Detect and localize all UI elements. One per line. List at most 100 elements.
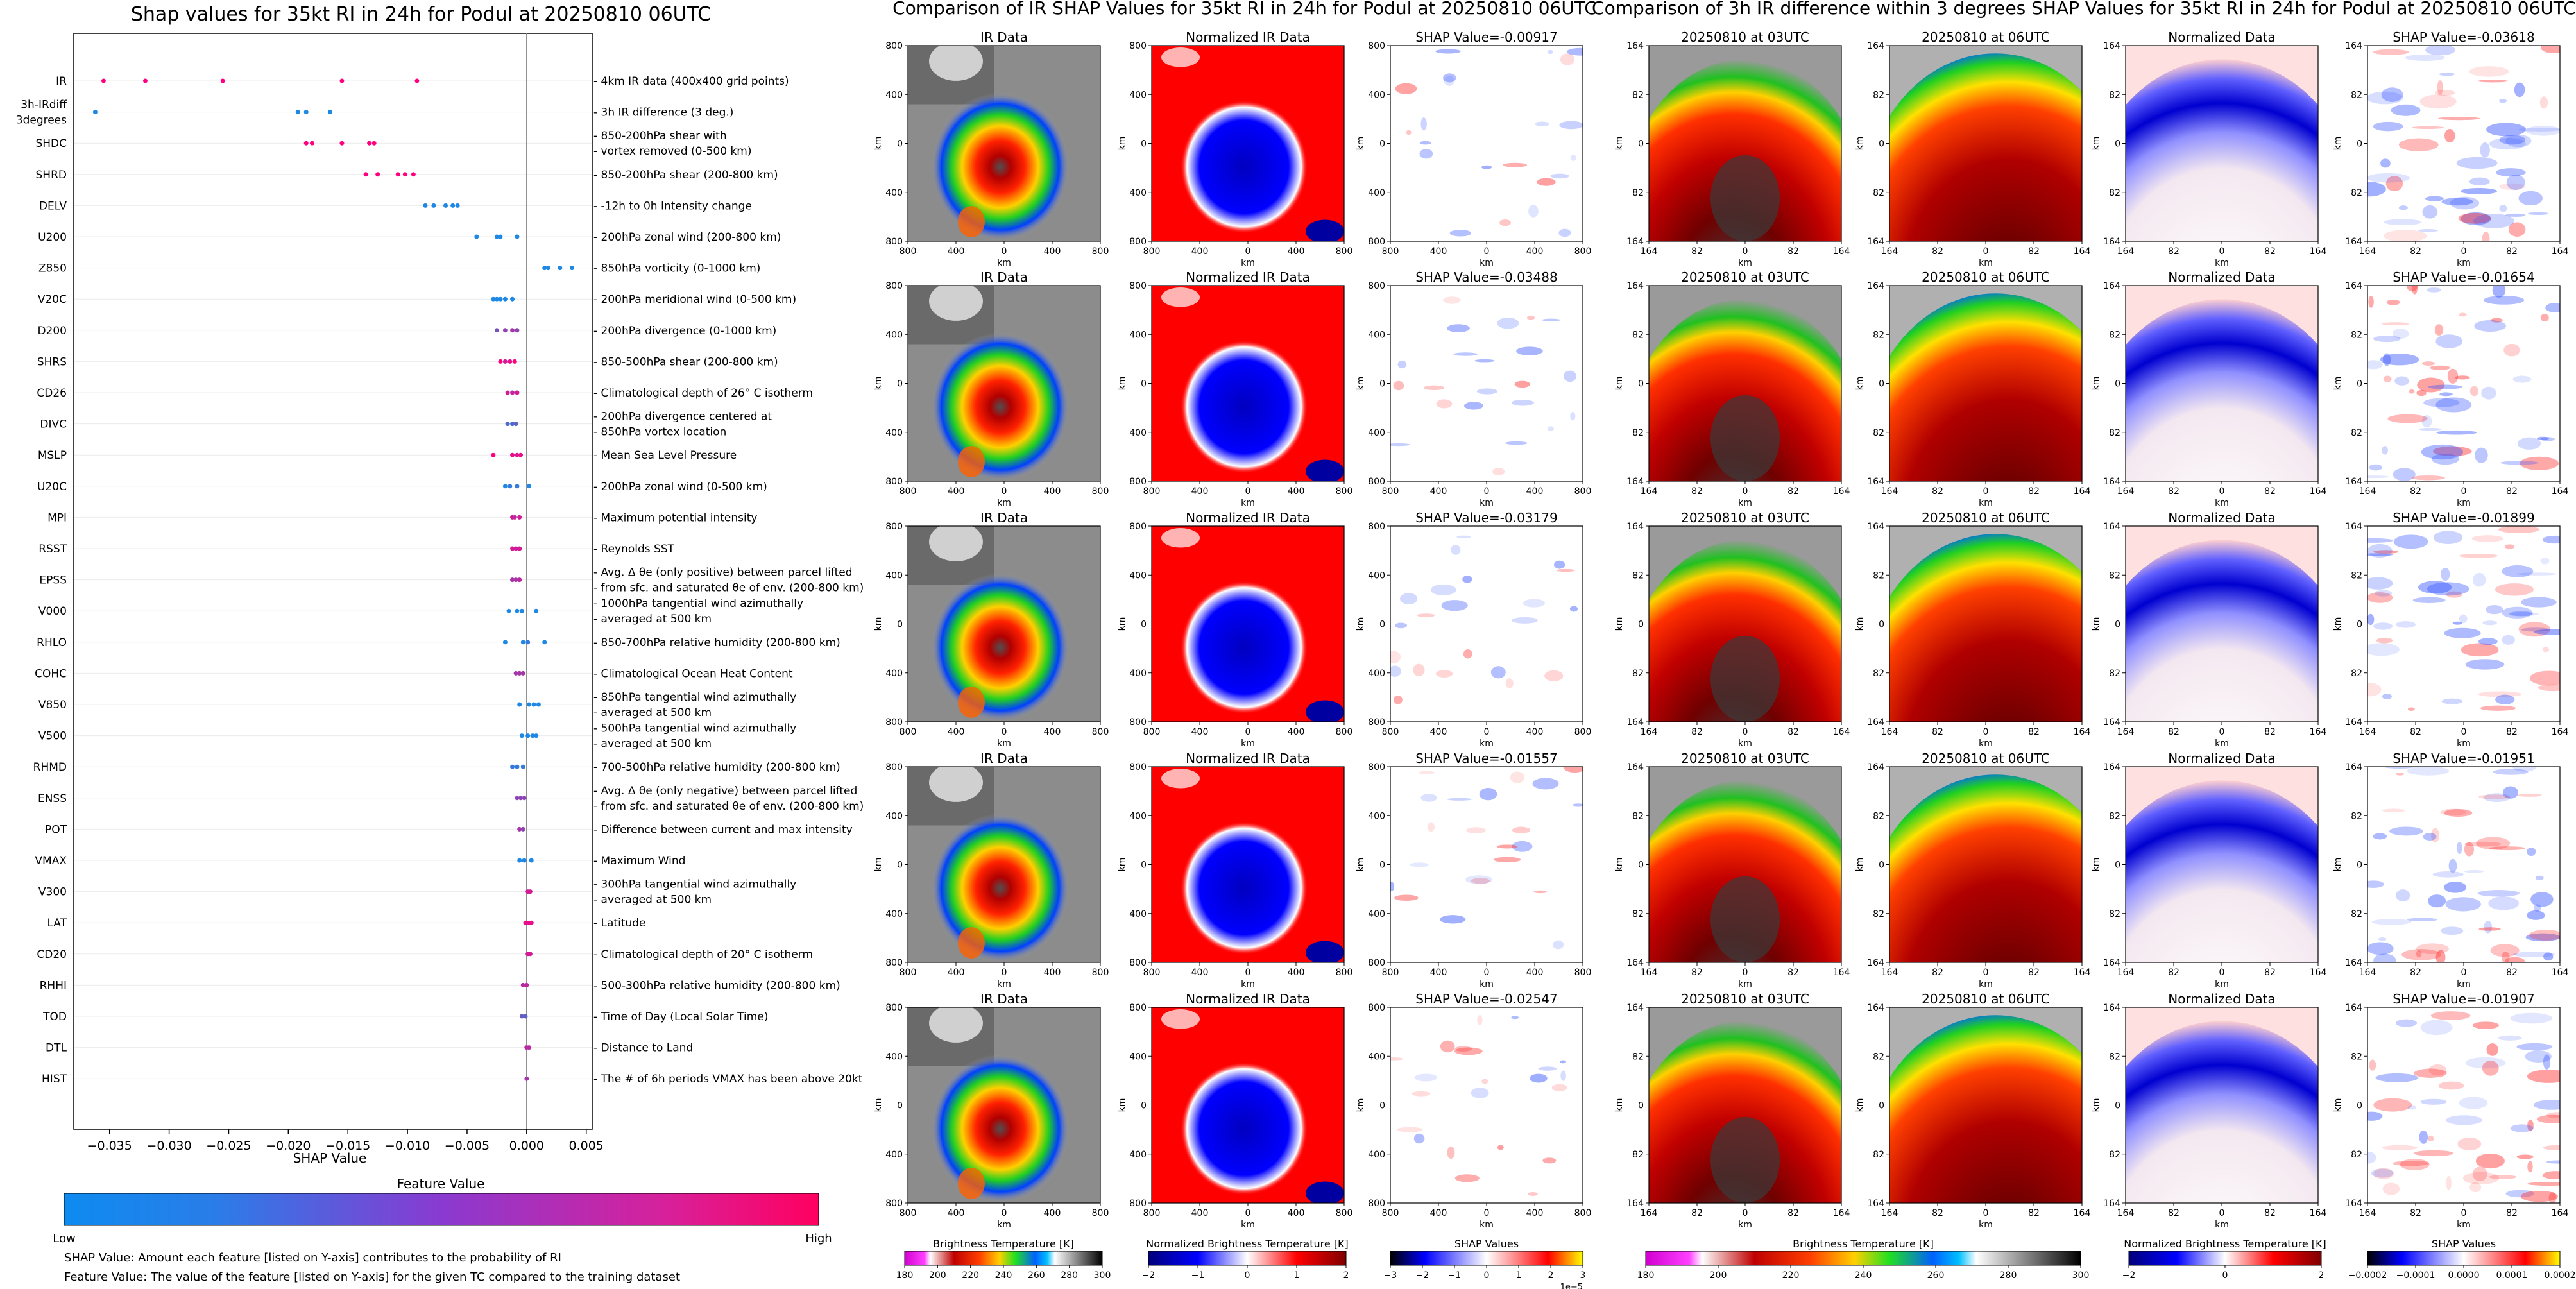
x-tick-label: 0.000 xyxy=(509,1139,544,1153)
panel-y-tick-label: 0 xyxy=(1141,1101,1147,1111)
panel-y-tick-label: 164 xyxy=(1867,1199,1884,1209)
shap-point xyxy=(101,78,106,83)
colorbar-label: SHAP Values xyxy=(2432,1238,2496,1250)
panel-y-tick-label: 164 xyxy=(2345,717,2362,728)
feature-description-line: - 500-300hPa relative humidity (200-800 … xyxy=(593,979,840,992)
shap-point xyxy=(536,702,541,707)
shap-point xyxy=(515,328,520,333)
panel-x-label: km xyxy=(1241,1220,1255,1230)
panel-y-tick-label: 164 xyxy=(2345,281,2362,291)
panel-x-tick-label: 82 xyxy=(1787,1208,1799,1218)
feature-label-line: DELV xyxy=(39,200,67,212)
colorbar xyxy=(1645,1251,2081,1266)
shap-point xyxy=(534,608,539,613)
panel-x-tick-label: 0 xyxy=(1983,1208,1989,1218)
panel-x-tick-label: 0 xyxy=(2461,246,2467,257)
panel-x-tick-label: 82 xyxy=(2410,1208,2421,1218)
panel-x-tick-label: 0 xyxy=(2219,1208,2225,1218)
ir-image xyxy=(908,767,1100,962)
panel-y-label: km xyxy=(2333,377,2343,391)
panel-x-tick-label: 82 xyxy=(2264,727,2276,737)
shap-point xyxy=(527,702,532,707)
panel-x-tick-label: 164 xyxy=(2552,246,2569,257)
panel-y-tick-label: 82 xyxy=(1632,330,1644,340)
panel-y-tick-label: 800 xyxy=(885,281,903,291)
panel-y-tick-label: 82 xyxy=(1873,188,1884,198)
feature-label: 3h-IRdiff 3degrees xyxy=(16,99,68,127)
shap-point xyxy=(524,982,529,987)
feature-description-line: - 850hPa vortex location xyxy=(593,426,726,439)
shap-point xyxy=(423,203,428,208)
panel-x-tick-label: 164 xyxy=(1881,727,1898,737)
panel-x-tick-label: 0 xyxy=(1002,968,1007,978)
panel-y-tick-label: 0 xyxy=(1879,860,1884,871)
panel-y-tick-label: 400 xyxy=(885,669,903,679)
panel-y-tick-label: 400 xyxy=(885,1150,903,1160)
shap-point xyxy=(502,328,508,333)
feature-label-line: VMAX xyxy=(35,855,67,867)
panel-y-tick-label: 400 xyxy=(1368,428,1385,438)
panel-y-tick-label: 82 xyxy=(1632,570,1644,581)
panel-x-tick-label: 82 xyxy=(2506,486,2518,497)
feature-description: - 300hPa tangential wind azimuthally - av… xyxy=(593,878,796,907)
panel-title: SHAP Value=-0.01951 xyxy=(2393,751,2534,766)
feature-label-line: CD20 xyxy=(37,948,67,961)
panel-x-tick-label: 0 xyxy=(2461,968,2467,978)
panel-y-tick-label: 400 xyxy=(1368,188,1385,198)
panel-x-tick-label: 800 xyxy=(1143,1208,1161,1218)
shap-point xyxy=(512,359,517,364)
panel-x-tick-label: 800 xyxy=(1336,246,1353,257)
shap-point xyxy=(295,110,300,115)
panel-title: SHAP Value=-0.03618 xyxy=(2393,30,2534,45)
shap-point xyxy=(517,826,522,832)
panel-x-tick-label: 400 xyxy=(1288,246,1305,257)
panel-y-tick-label: 800 xyxy=(1129,41,1147,51)
panel-x-tick-label: 164 xyxy=(1833,1208,1850,1218)
feature-label-line: RHLO xyxy=(37,636,67,649)
panel-x-tick-label: 82 xyxy=(1691,246,1703,257)
panel-x-tick-label: 82 xyxy=(2168,727,2179,737)
panel-x-tick-label: 400 xyxy=(1044,486,1061,497)
panel-x-tick-label: 164 xyxy=(2074,968,2091,978)
panel-x-label: km xyxy=(1241,979,1255,989)
panel-x-tick-label: 800 xyxy=(1574,246,1592,257)
shap-point xyxy=(450,203,456,208)
x-tick-label: −0.030 xyxy=(146,1139,191,1153)
panel-y-tick-label: 800 xyxy=(1129,762,1147,773)
normalized-ir-image xyxy=(1152,286,1344,481)
panel-y-tick-label: 0 xyxy=(2115,620,2120,630)
panel-y-tick-label: 800 xyxy=(1368,1003,1385,1013)
panel-x-label: km xyxy=(1979,1220,1993,1230)
feature-label: LAT xyxy=(47,917,67,930)
shap-points xyxy=(92,78,574,1081)
panel-y-tick-label: 82 xyxy=(2351,90,2362,100)
panel-x-label: km xyxy=(997,979,1011,989)
shap-point xyxy=(513,422,518,427)
panel-x-tick-label: 82 xyxy=(2264,1208,2276,1218)
feature-description: - 850-700hPa relative humidity (200-800 … xyxy=(593,636,840,649)
panel-y-tick-label: 164 xyxy=(2345,958,2362,968)
feature-label-line: DTL xyxy=(46,1042,67,1055)
colorbar-tick-label: 0.0000 xyxy=(2448,1270,2480,1281)
shap-point xyxy=(515,484,520,489)
feature-description-line: - 200hPa zonal wind (0-500 km) xyxy=(593,481,767,493)
panel-y-label: km xyxy=(873,617,883,631)
panel-y-label: km xyxy=(1614,617,1625,631)
colorbar-tick-label: 240 xyxy=(1855,1270,1872,1281)
feature-label: U20C xyxy=(37,481,67,493)
shap-point xyxy=(414,78,420,83)
panel-y-tick-label: 800 xyxy=(1129,1199,1147,1209)
shap-point xyxy=(519,1014,524,1019)
panel-x-tick-label: 164 xyxy=(1833,246,1850,257)
feature-label-line: V500 xyxy=(38,730,67,743)
shap-point xyxy=(510,452,515,457)
panel-y-tick-label: 800 xyxy=(1368,237,1385,247)
shap-point xyxy=(502,484,508,489)
panel-y-tick-label: 0 xyxy=(1379,1101,1385,1111)
panel-y-tick-label: 800 xyxy=(885,1199,903,1209)
panel-y-label: km xyxy=(2091,617,2101,631)
feature-label-line: U200 xyxy=(38,231,67,244)
panel-y-tick-label: 82 xyxy=(1873,330,1884,340)
shap-point xyxy=(510,390,515,395)
panel-y-tick-label: 400 xyxy=(885,428,903,438)
